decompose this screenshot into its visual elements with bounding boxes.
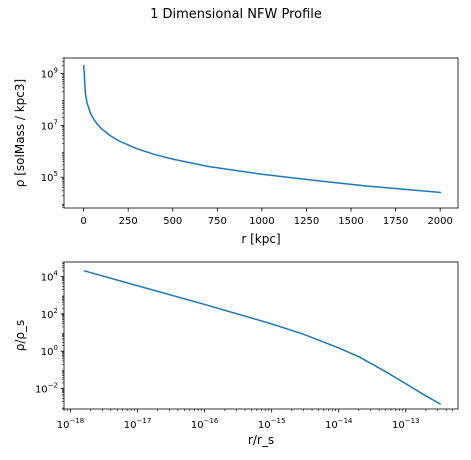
y-tick-label: 105 [41,170,58,184]
y-tick-label: 109 [41,67,58,81]
figure-suptitle: 1 Dimensional NFW Profile [150,7,322,22]
y-axis-label: ρ [solMass / kpc3] [13,79,27,187]
y-tick-label: 104 [41,270,59,284]
x-tick-label: 10−13 [392,417,420,431]
y-axis-label: ρ/ρ_s [13,320,27,352]
axes-frame [63,261,459,410]
series-line [82,65,441,194]
y-tick-label: 102 [41,307,58,321]
x-tick-label: 10−16 [191,417,219,431]
x-tick-label: 250 [119,216,138,227]
x-axis-label: r [kpc] [241,232,280,246]
x-tick-label: 10−17 [124,417,152,431]
x-tick-label: 10−14 [325,417,353,431]
x-tick-label: 2000 [427,216,452,227]
x-tick-label: 10−15 [258,417,286,431]
x-axis-label: r/r_s [248,433,274,447]
axes-frame [63,57,459,209]
x-tick-label: 1250 [294,216,319,227]
y-tick-label: 100 [41,344,58,358]
x-tick-label: 0 [80,216,86,227]
bottom-normalized-panel: 10−18 10−17 10−16 10−15 10−14 10−13 10−2 100 102… [13,261,459,447]
y-tick-label: 10−2 [35,382,58,396]
x-tick-label: 1500 [338,216,363,227]
x-tick-label: 1750 [383,216,408,227]
x-tick-label: 10−18 [57,417,85,431]
x-tick-label: 1000 [249,216,274,227]
y-tick-label: 107 [41,118,58,132]
series-line [83,269,442,405]
top-density-panel: 0 250 500 750 1000 1250 1500 1750 2000 105 107 109 r… [13,57,459,246]
x-tick-label: 500 [163,216,182,227]
x-tick-label: 750 [208,216,227,227]
